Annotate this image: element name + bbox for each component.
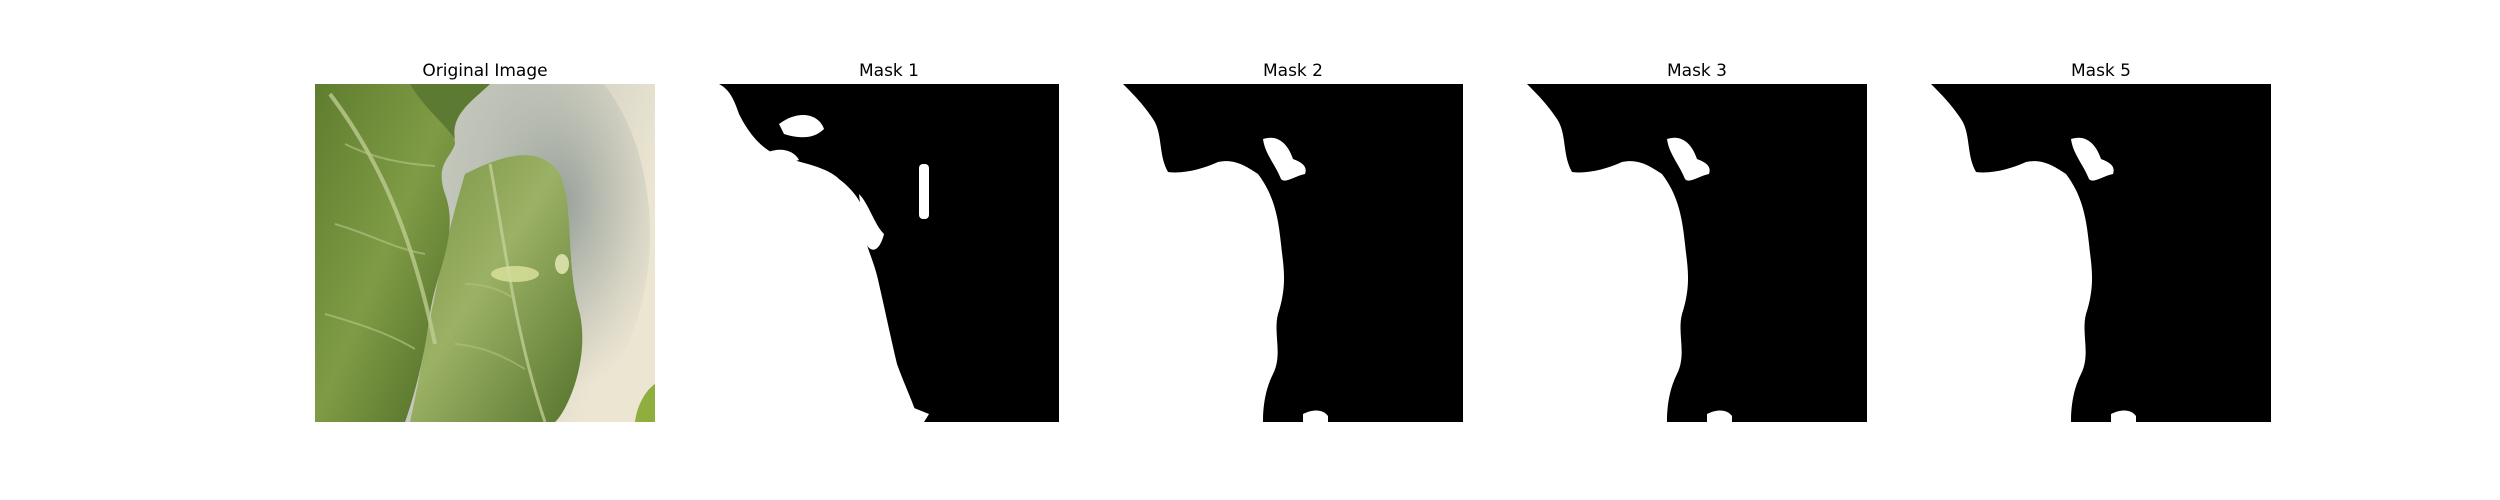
panel-title: Original Image [422, 61, 548, 81]
panel-title: Mask 2 [1262, 61, 1323, 81]
mask-1-image [719, 84, 1059, 422]
panel-mask-5: Mask 5 [1931, 0, 2271, 500]
panel-mask-1: Mask 1 [719, 0, 1059, 500]
panel-mask-2: Mask 2 [1123, 0, 1463, 500]
original-leaf-photo [315, 84, 655, 422]
mask-3-image [1527, 84, 1867, 422]
panel-title: Mask 1 [858, 61, 919, 81]
panel-title: Mask 5 [2070, 61, 2131, 81]
mask-5-image [1931, 84, 2271, 422]
panel-mask-3: Mask 3 [1527, 0, 1867, 500]
mask-2-image [1123, 84, 1463, 422]
panel-original-image: Original Image [315, 0, 655, 500]
panel-title: Mask 3 [1666, 61, 1727, 81]
